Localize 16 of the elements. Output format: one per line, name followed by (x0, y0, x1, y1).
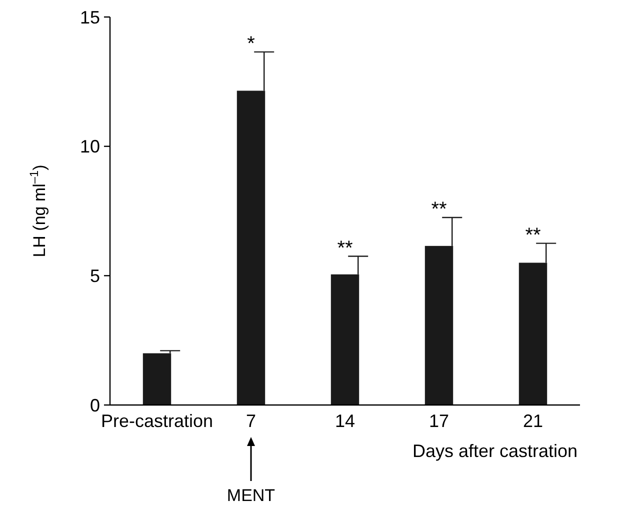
x-axis-title: Days after castration (412, 441, 578, 461)
bar (142, 353, 172, 405)
x-tick-label: 21 (522, 411, 544, 431)
data-label: ** (525, 224, 541, 246)
data-label: ** (431, 198, 447, 220)
data-label: * (247, 32, 256, 55)
y-tick-label: 5 (90, 266, 100, 286)
x-tick-label: 17 (428, 411, 450, 431)
data-label: ** (337, 237, 353, 260)
x-tick-label: 7 (246, 411, 256, 431)
y-tick-label: 15 (80, 7, 100, 28)
y-tick-label: 10 (80, 136, 100, 157)
y-tick-label: 0 (90, 395, 100, 416)
x-tick-label: 14 (334, 411, 356, 431)
text: MENT (226, 486, 276, 505)
x-tick-label: Pre-castration (100, 411, 214, 431)
